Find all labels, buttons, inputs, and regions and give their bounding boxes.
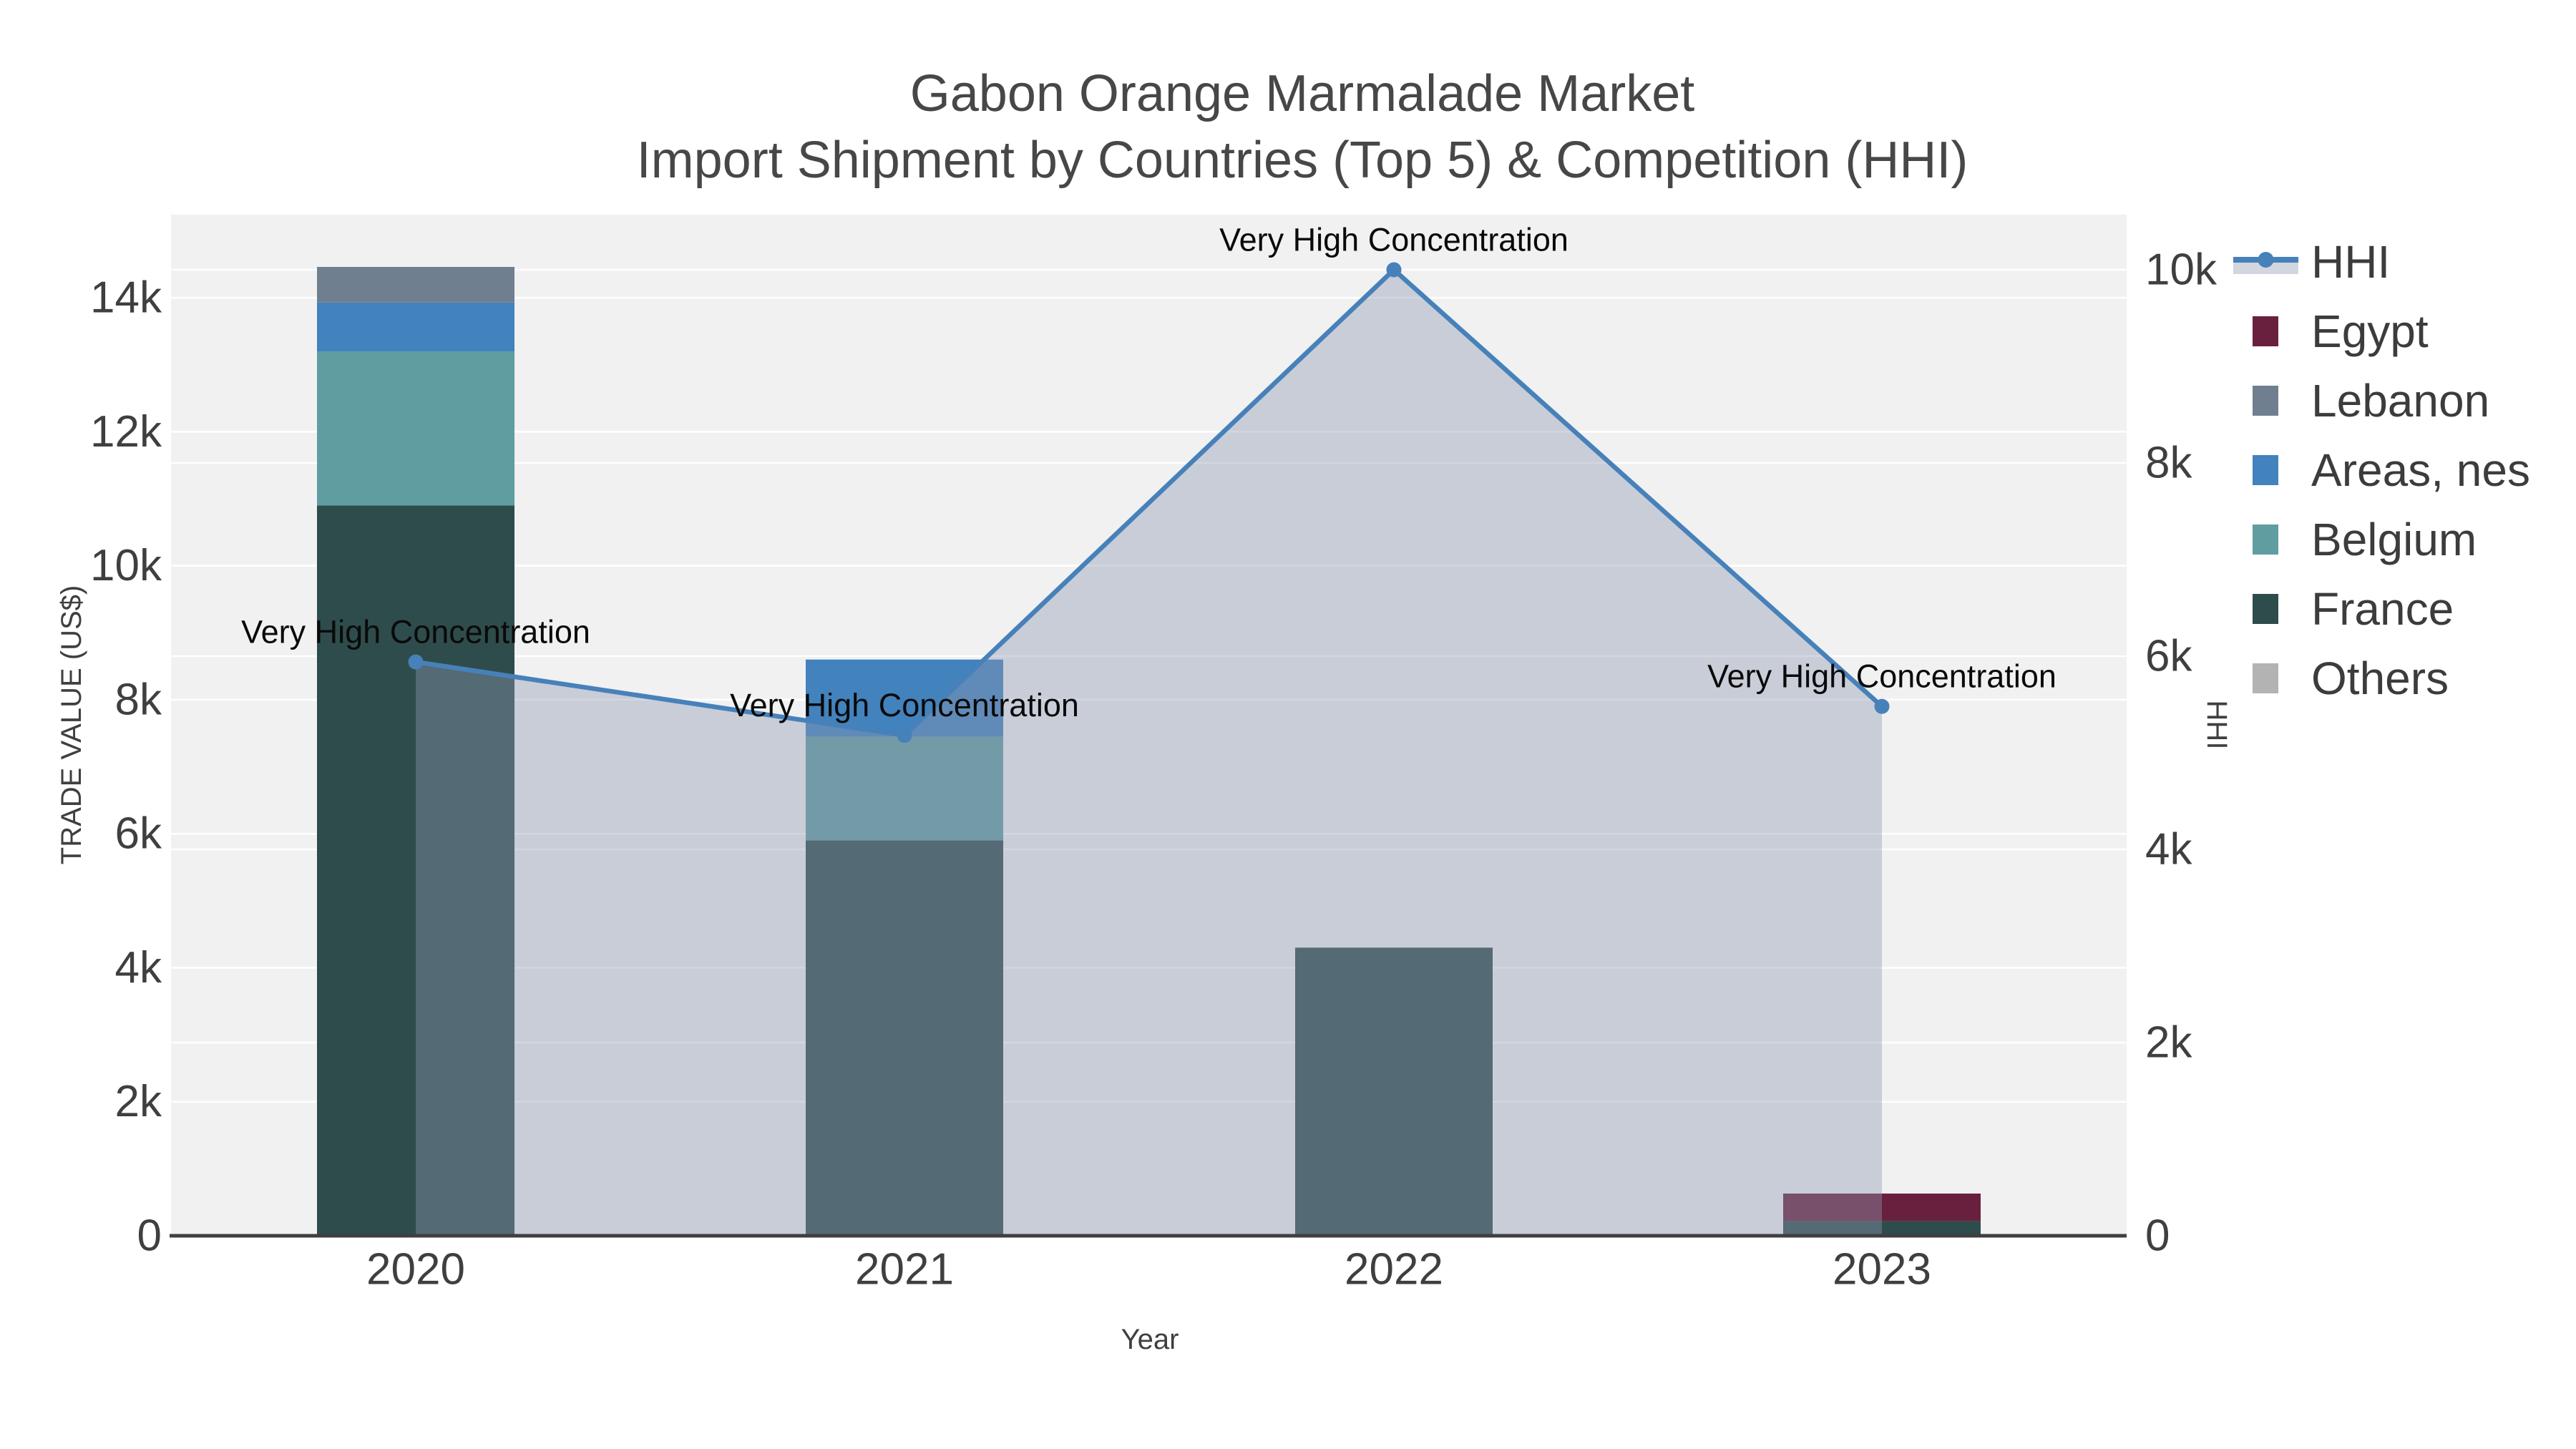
- x-axis-title: Year: [1121, 1324, 1179, 1355]
- y-left-axis-title: TRADE VALUE (US$): [56, 585, 87, 864]
- y-right-tick-2k: 2k: [2145, 1018, 2192, 1067]
- x-tick-2020: 2020: [366, 1245, 465, 1294]
- y-left-tick-8k: 8k: [115, 675, 162, 724]
- y-left-tick-10k: 10k: [90, 541, 162, 590]
- legend-item-egypt-swatch[interactable]: [2253, 316, 2278, 346]
- y-left-tick-4k: 4k: [115, 943, 162, 992]
- legend-item-others-label[interactable]: Others: [2311, 653, 2449, 704]
- hhi-line: [415, 267, 1884, 738]
- chart-title-line2: Import Shipment by Countries (Top 5) & C…: [636, 132, 1968, 189]
- bar-segment-france-2020[interactable]: [317, 505, 514, 1236]
- annotation-2021: Very High Concentration: [730, 687, 1079, 723]
- legend-item-belgium-swatch[interactable]: [2253, 525, 2278, 555]
- bar-segment-belgium-2021[interactable]: [806, 736, 1003, 841]
- bar-segment-france-2023[interactable]: [1783, 1221, 1981, 1236]
- annotation-2020: Very High Concentration: [241, 614, 590, 650]
- hhi-marker-2022[interactable]: [1386, 262, 1402, 278]
- y-right-tick-4k: 4k: [2145, 824, 2192, 874]
- hhi-area-fill: [416, 269, 1882, 1236]
- y-left-tick-14k: 14k: [90, 273, 162, 323]
- x-tick-2021: 2021: [855, 1245, 954, 1294]
- y-right-tick-8k: 8k: [2145, 438, 2192, 487]
- bar-segment-areas-nes-2020[interactable]: [317, 302, 514, 352]
- bar-segment-egypt-2023[interactable]: [1783, 1194, 1981, 1221]
- legend-item-belgium-label[interactable]: Belgium: [2311, 514, 2477, 565]
- legend-item-france-swatch[interactable]: [2253, 594, 2278, 624]
- annotation-2023: Very High Concentration: [1707, 658, 2057, 695]
- hhi-marker-2021[interactable]: [897, 728, 912, 743]
- bar-segment-belgium-2020[interactable]: [317, 351, 514, 506]
- legend-item-hhi-marker-swatch[interactable]: [2258, 252, 2274, 268]
- legend-item-others-swatch[interactable]: [2253, 663, 2278, 693]
- legend-item-france-label[interactable]: France: [2311, 583, 2454, 635]
- y-left-tick-2k: 2k: [115, 1077, 162, 1126]
- y-left-tick-6k: 6k: [115, 809, 162, 859]
- bar-segment-france-2021[interactable]: [806, 840, 1003, 1236]
- legend-item-lebanon-swatch[interactable]: [2253, 386, 2278, 416]
- legend-item-egypt-label[interactable]: Egypt: [2311, 306, 2429, 357]
- hhi-marker-2023[interactable]: [1874, 698, 1890, 714]
- bar-segment-france-2022[interactable]: [1295, 947, 1493, 1236]
- legend-item-areas-nes-label[interactable]: Areas, nes: [2311, 444, 2530, 496]
- chart-title-line1: Gabon Orange Marmalade Market: [909, 65, 1695, 122]
- legend-item-hhi-label[interactable]: HHI: [2311, 236, 2390, 288]
- annotation-2022: Very High Concentration: [1219, 221, 1568, 258]
- legend-item-lebanon-label[interactable]: Lebanon: [2311, 375, 2489, 426]
- bar-segment-lebanon-2020[interactable]: [317, 267, 514, 303]
- y-left-tick-0: 0: [137, 1211, 162, 1261]
- y-right-tick-6k: 6k: [2145, 631, 2192, 680]
- y-right-tick-0: 0: [2145, 1211, 2170, 1261]
- y-left-tick-12k: 12k: [90, 407, 162, 457]
- x-tick-2022: 2022: [1345, 1245, 1443, 1294]
- y-right-tick-10k: 10k: [2145, 245, 2218, 294]
- legend-item-areas-nes-swatch[interactable]: [2253, 455, 2278, 485]
- hhi-marker-2020[interactable]: [408, 654, 424, 670]
- x-tick-2023: 2023: [1833, 1245, 1931, 1294]
- y-right-axis-title: HHI: [2201, 701, 2233, 750]
